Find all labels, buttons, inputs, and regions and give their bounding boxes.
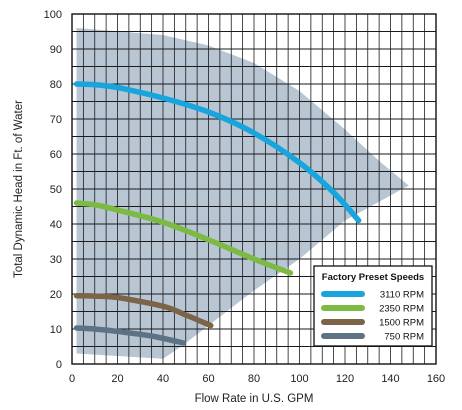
y-tick-label: 70 bbox=[50, 114, 62, 126]
legend-label-2350-rpm: 2350 RPM bbox=[379, 304, 424, 315]
x-tick-label: 80 bbox=[248, 373, 260, 385]
y-tick-label: 30 bbox=[50, 254, 62, 266]
x-tick-label: 40 bbox=[157, 373, 169, 385]
series-line-1500-rpm bbox=[73, 293, 214, 329]
legend-label-1500-rpm: 1500 RPM bbox=[379, 318, 424, 329]
x-tick-label: 20 bbox=[111, 373, 123, 385]
y-tick-label: 50 bbox=[50, 184, 62, 196]
y-tick-label: 10 bbox=[50, 324, 62, 336]
y-tick-label: 20 bbox=[50, 289, 62, 301]
y-tick-label: 100 bbox=[44, 9, 62, 21]
series-line-750-rpm bbox=[73, 325, 187, 346]
y-tick-label: 0 bbox=[56, 359, 62, 371]
y-axis-title: Total Dynamic Head in Ft. of Water bbox=[13, 100, 25, 278]
x-tick-label: 140 bbox=[381, 373, 399, 385]
plot-border bbox=[71, 13, 437, 365]
series-line-2350-rpm bbox=[73, 200, 294, 276]
x-tick-label: 100 bbox=[290, 373, 308, 385]
y-tick-label: 80 bbox=[50, 79, 62, 91]
legend-label-3110-rpm: 3110 RPM bbox=[380, 290, 424, 301]
x-tick-label: 120 bbox=[336, 373, 354, 385]
legend-label-750-rpm: 750 RPM bbox=[384, 332, 424, 343]
y-tick-label: 90 bbox=[50, 44, 62, 56]
y-tick-label: 40 bbox=[50, 219, 62, 231]
x-tick-label: 160 bbox=[427, 373, 445, 385]
x-tick-label: 60 bbox=[202, 373, 214, 385]
x-tick-label: 0 bbox=[69, 373, 75, 385]
y-tick-label: 60 bbox=[50, 149, 62, 161]
series-line-3110-rpm bbox=[73, 81, 362, 224]
legend-title: Factory Preset Speeds bbox=[322, 272, 424, 283]
x-axis-title: Flow Rate in U.S. GPM bbox=[195, 393, 314, 405]
